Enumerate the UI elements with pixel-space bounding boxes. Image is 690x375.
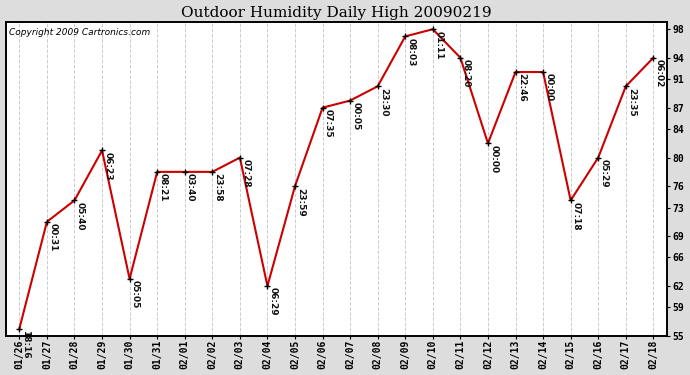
- Text: 05:05: 05:05: [131, 280, 140, 309]
- Text: 05:29: 05:29: [600, 159, 609, 188]
- Text: 00:31: 00:31: [48, 223, 57, 252]
- Text: 06:29: 06:29: [269, 287, 278, 316]
- Text: 08:03: 08:03: [406, 38, 415, 66]
- Text: 23:59: 23:59: [297, 188, 306, 216]
- Title: Outdoor Humidity Daily High 20090219: Outdoor Humidity Daily High 20090219: [181, 6, 492, 20]
- Text: 06:23: 06:23: [104, 152, 112, 180]
- Text: Copyright 2009 Cartronics.com: Copyright 2009 Cartronics.com: [9, 28, 150, 38]
- Text: 23:30: 23:30: [379, 88, 388, 116]
- Text: 05:40: 05:40: [76, 202, 85, 230]
- Text: 06:02: 06:02: [655, 59, 664, 87]
- Text: 00:00: 00:00: [489, 145, 498, 173]
- Text: 23:35: 23:35: [627, 88, 636, 116]
- Text: 23:58: 23:58: [214, 173, 223, 202]
- Text: 08:20: 08:20: [462, 59, 471, 87]
- Text: 07:18: 07:18: [572, 202, 581, 230]
- Text: 00:00: 00:00: [544, 74, 553, 102]
- Text: 01:11: 01:11: [434, 31, 443, 59]
- Text: 07:28: 07:28: [241, 159, 250, 188]
- Text: 03:40: 03:40: [186, 173, 195, 202]
- Text: 18:16: 18:16: [21, 330, 30, 359]
- Text: 00:05: 00:05: [351, 102, 360, 130]
- Text: 22:46: 22:46: [517, 74, 526, 102]
- Text: 07:35: 07:35: [324, 109, 333, 138]
- Text: 08:21: 08:21: [159, 173, 168, 202]
